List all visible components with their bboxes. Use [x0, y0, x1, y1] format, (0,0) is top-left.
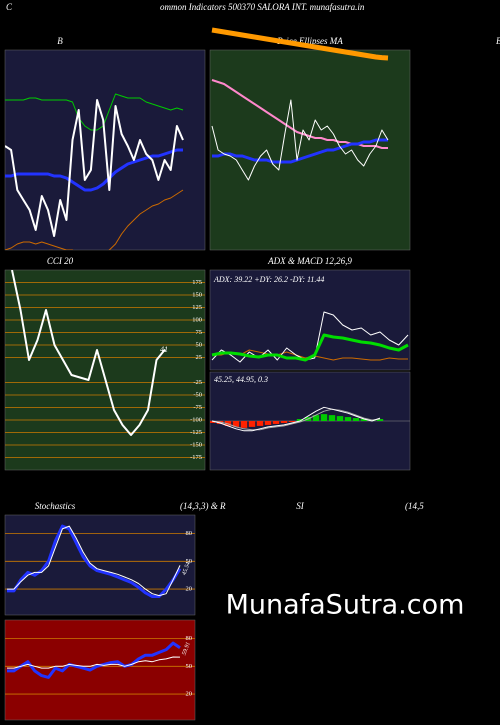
series-line: [11, 270, 166, 436]
y-tick-label: -25: [193, 379, 202, 386]
chart-subtitle: (14,3,3) & R: [180, 501, 226, 511]
y-tick-label: 20: [186, 691, 193, 698]
y-tick-label: 125: [192, 304, 202, 311]
histogram-bar: [272, 421, 280, 424]
series-line: [7, 524, 182, 598]
y-tick-label: 80: [186, 530, 193, 537]
histogram-bar: [210, 421, 216, 423]
y-tick-label: -125: [190, 429, 202, 436]
annotation: 45.54: [181, 561, 192, 576]
histogram-bar: [320, 414, 328, 421]
histogram-bar: [240, 421, 248, 428]
y-tick-label: 175: [192, 279, 202, 286]
series-line: [211, 408, 381, 431]
series-line: [7, 641, 181, 679]
header-title: ommon Indicators 500370 SALORA INT. muna…: [160, 2, 365, 12]
series-line: [5, 148, 183, 192]
histogram-bar: [288, 421, 296, 422]
histogram-bar: [328, 415, 336, 421]
series-line: [211, 99, 389, 181]
edge-title: B: [496, 36, 500, 46]
y-tick-label: -150: [190, 441, 202, 448]
histogram-bar: [376, 419, 384, 421]
y-tick-label: 50: [196, 341, 203, 348]
histogram-bar: [344, 417, 352, 421]
chart-title: Stochastics: [35, 501, 76, 511]
y-tick-label: -75: [193, 404, 202, 411]
histogram-bar: [336, 416, 344, 421]
series-line: [5, 99, 184, 237]
histogram-bar: [360, 419, 368, 421]
series-line: [212, 138, 388, 164]
y-tick-label: 100: [192, 316, 202, 323]
plot: [5, 524, 195, 598]
y-tick-label: 50: [186, 558, 193, 565]
header-letter: C: [6, 2, 13, 12]
histogram-bar: [312, 415, 320, 421]
histogram-bar: [232, 421, 240, 427]
plot: [5, 270, 205, 458]
y-tick-label: 80: [186, 635, 193, 642]
plot: [5, 93, 184, 250]
chart-title: B: [57, 36, 63, 46]
chart-title: SI: [296, 501, 305, 511]
plot: [210, 406, 410, 432]
annotation: ADX: 39.22 +DY: 26.2 -DY: 11.44: [213, 275, 324, 284]
annotation: 59.91: [182, 641, 192, 656]
histogram-bar: [256, 421, 264, 426]
plot: [5, 638, 195, 695]
y-tick-label: 150: [192, 291, 202, 298]
plot: [211, 311, 409, 363]
annotation: 41: [160, 345, 168, 354]
series-line: [211, 333, 409, 362]
histogram-bar: [280, 421, 288, 423]
chart-subtitle: (14,5: [405, 501, 424, 511]
chart-title: ADX & MACD 12,26,9: [267, 256, 352, 266]
series-line: [211, 406, 381, 432]
series-line: [5, 189, 184, 250]
y-tick-label: 75: [196, 329, 203, 336]
series-line: [7, 656, 181, 669]
series-line: [7, 525, 181, 597]
histogram-bar: [248, 421, 256, 427]
watermark: MunafaSutra.com: [226, 590, 465, 621]
y-tick-label: -100: [190, 416, 202, 423]
y-tick-label: 20: [186, 586, 193, 593]
y-tick-label: -50: [193, 391, 202, 398]
panel: [4, 619, 196, 721]
panel: [4, 514, 196, 616]
annotation: 45.25, 44.95, 0.3: [214, 375, 268, 384]
histogram-bar: [296, 419, 304, 421]
chart-title: CCI 20: [47, 256, 74, 266]
panel: [4, 269, 206, 471]
y-tick-label: -175: [190, 454, 202, 461]
y-tick-label: 25: [196, 354, 203, 361]
histogram-bar: [264, 421, 272, 425]
chart-title: Price Ellipses MA: [276, 36, 343, 46]
y-tick-label: 50: [186, 663, 193, 670]
series-line: [211, 27, 389, 61]
panel: [209, 49, 411, 251]
histogram-bar: [352, 418, 360, 421]
